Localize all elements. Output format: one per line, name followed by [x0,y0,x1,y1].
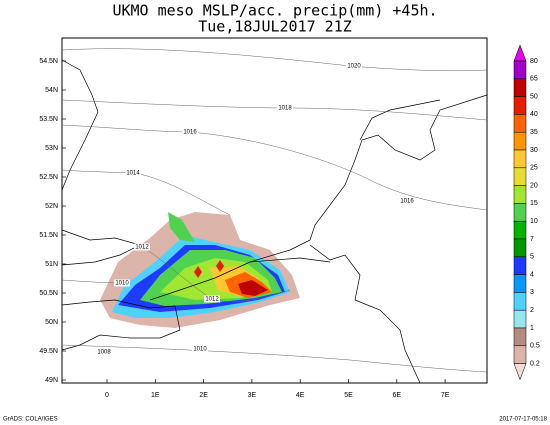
lon-label: 1E [151,392,160,399]
contour-label: 1010 [193,347,207,353]
lat-label: 54N [45,87,58,94]
colorbar-cap [513,44,527,62]
isobars [61,48,488,373]
colorbar-label: 0.2 [530,360,540,367]
colorbar-label: 25 [530,165,538,172]
lat-label: 51.5N [39,232,58,239]
colorbar-cap [513,363,527,381]
precip-field [100,212,300,328]
contour-label: 1012 [205,297,219,303]
contour-label-bg [204,295,220,303]
colorbar-box [513,60,527,80]
contour-label: 1014 [126,171,140,177]
lat-label: 49.5N [39,348,58,355]
colorbar-box [513,185,527,204]
lat-label: 50N [45,319,58,326]
colorbar-box [513,327,527,347]
title-line: Tue,18JUL2017 21Z [198,18,352,36]
colorbar-box [513,309,527,329]
colorbar-box [513,220,527,240]
contour-label-bg [125,169,141,177]
colorbar-box [513,167,527,186]
colorbar-label: 15 [530,200,538,207]
lat-label: 49N [45,377,58,384]
colorbar-box [513,78,527,97]
footer-right: 2017-07-17-05:18 [499,417,547,423]
lon-label: 2E [199,392,208,399]
colorbar-label: 40 [530,111,538,118]
colorbar-label: 65 [530,76,538,83]
lat-label: 52N [45,203,58,210]
lat-label: 51N [45,261,58,268]
colorbar-label: 20 [530,182,538,189]
lat-label: 53.5N [39,116,58,123]
colorbar-label: 7 [530,236,534,243]
colorbar-label: 2 [530,307,534,314]
lat-label: 54.5N [39,58,58,65]
contour-label: 1010 [115,281,129,287]
lat-label: 53N [45,145,58,152]
contour-label-bg [114,279,130,287]
title-line: UKMO meso MSLP/acc. precip(mm) +45h. [112,2,437,20]
contour-label-bg [182,128,198,136]
colorbar-label: 80 [530,58,538,65]
colorbar-box [513,114,527,133]
lat-label: 52.5N [39,174,58,181]
lon-label: 6E [393,392,402,399]
colorbar-label: 3 [530,289,534,296]
contour-label: 1016 [183,130,197,136]
colorbar-box [513,292,527,311]
contour-label: 1018 [278,106,292,112]
contour-label: 1016 [400,199,414,205]
footer-left: GrADS: COLA/IGES [3,417,58,423]
lon-label: 4E [296,392,305,399]
contour-label: 1012 [135,245,149,251]
colorbar-box [513,345,527,364]
colorbar-box [513,203,527,222]
contour-label-bg [134,243,150,251]
colorbar-label: 35 [530,129,538,136]
contour-label-bg [96,348,112,356]
coastlines [61,59,488,384]
colorbar-box [513,238,527,258]
colorbar-label: 0.5 [530,343,540,350]
colorbar-label: 50 [530,93,538,100]
lat-label: 50.5N [39,290,58,297]
colorbar-label: 10 [530,218,538,225]
colorbar-label: 4 [530,271,534,278]
colorbar-box [513,256,527,275]
contour-label-bg [192,345,208,353]
contour-label: 1008 [97,350,111,356]
colorbar-box [513,274,527,293]
contour-label: 1020 [347,64,361,70]
contour-label-bg [346,62,362,70]
contour-label-bg [277,104,293,112]
lon-label: 5E [344,392,353,399]
colorbar-box [513,96,527,115]
map-frame [61,37,488,384]
colorbar-box [513,131,527,151]
colorbar-label: 1 [530,325,534,332]
colorbar-label: 30 [530,147,538,154]
lon-label: 3E [248,392,257,399]
contour-label-bg [399,197,415,205]
lon-label: 0 [105,392,109,399]
colorbar-box [513,149,527,169]
lon-label: 7E [441,392,450,399]
colorbar-label: 5 [530,254,534,261]
